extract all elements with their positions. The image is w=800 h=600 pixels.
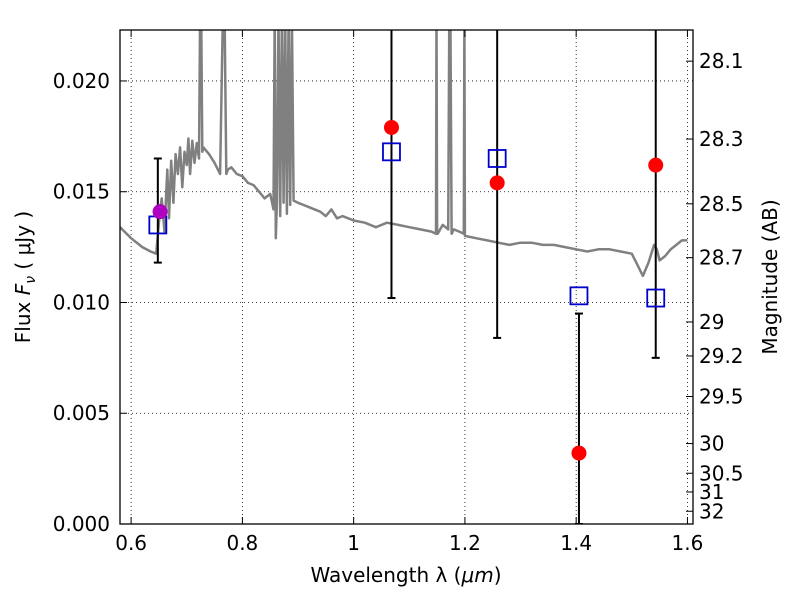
y2-axis-label: Magnitude (AB) — [758, 199, 782, 354]
error-bar — [387, 30, 396, 300]
model-square-point — [487, 149, 507, 168]
x-tick-label: 0.8 — [226, 531, 258, 555]
y2-tick-label: 32 — [699, 499, 724, 523]
grid-lines — [120, 30, 693, 525]
error-bar — [651, 30, 660, 359]
axis-ticks: 0.6 0.8 1 1.2 1.4 1.6 0.000 0.005 0.010 0.015 0.02… — [53, 30, 744, 555]
x-tick-label: 1.2 — [449, 531, 481, 555]
y2-tick-label: 29.5 — [699, 385, 744, 409]
model-square-point — [569, 286, 589, 306]
model-square-point — [382, 142, 401, 162]
y2-tick-label: 28.1 — [699, 49, 744, 73]
observed-circle-point — [648, 157, 664, 173]
y2-tick-label: 30 — [699, 432, 724, 456]
x-tick-label: 0.6 — [115, 531, 147, 555]
y2-tick-label: 29 — [699, 310, 724, 334]
error-bar — [574, 312, 583, 524]
observed-circle-point — [383, 119, 399, 135]
y-tick-label: 0.015 — [53, 180, 110, 204]
observed-circle-point — [152, 204, 168, 220]
y2-tick-label: 28.3 — [699, 127, 744, 151]
y-tick-label: 0.005 — [53, 401, 110, 425]
y-tick-label: 0.010 — [53, 290, 110, 314]
observed-circle-point — [571, 445, 587, 461]
x-tick-label: 1.6 — [672, 531, 704, 555]
x-axis-label: Wavelength λ (μm) — [310, 563, 501, 587]
y-tick-label: 0.020 — [53, 69, 110, 93]
model-spectrum-line — [120, 30, 688, 278]
x-tick-label: 1.4 — [560, 531, 592, 555]
observed-circle-point — [489, 175, 505, 191]
y2-tick-label: 28.7 — [699, 246, 744, 270]
plot-area — [120, 30, 688, 524]
plot-frame — [119, 29, 694, 525]
model-square-point — [646, 288, 666, 308]
x-tick-label: 1 — [347, 531, 360, 555]
y-axis-label: Flux Fν ( μJy ) — [11, 211, 39, 343]
y-tick-label: 0.000 — [53, 512, 110, 536]
y2-tick-label: 29.2 — [699, 344, 744, 368]
y2-tick-label: 31 — [699, 480, 724, 504]
y2-tick-label: 30.5 — [699, 461, 744, 485]
y2-tick-label: 28.5 — [699, 192, 744, 216]
